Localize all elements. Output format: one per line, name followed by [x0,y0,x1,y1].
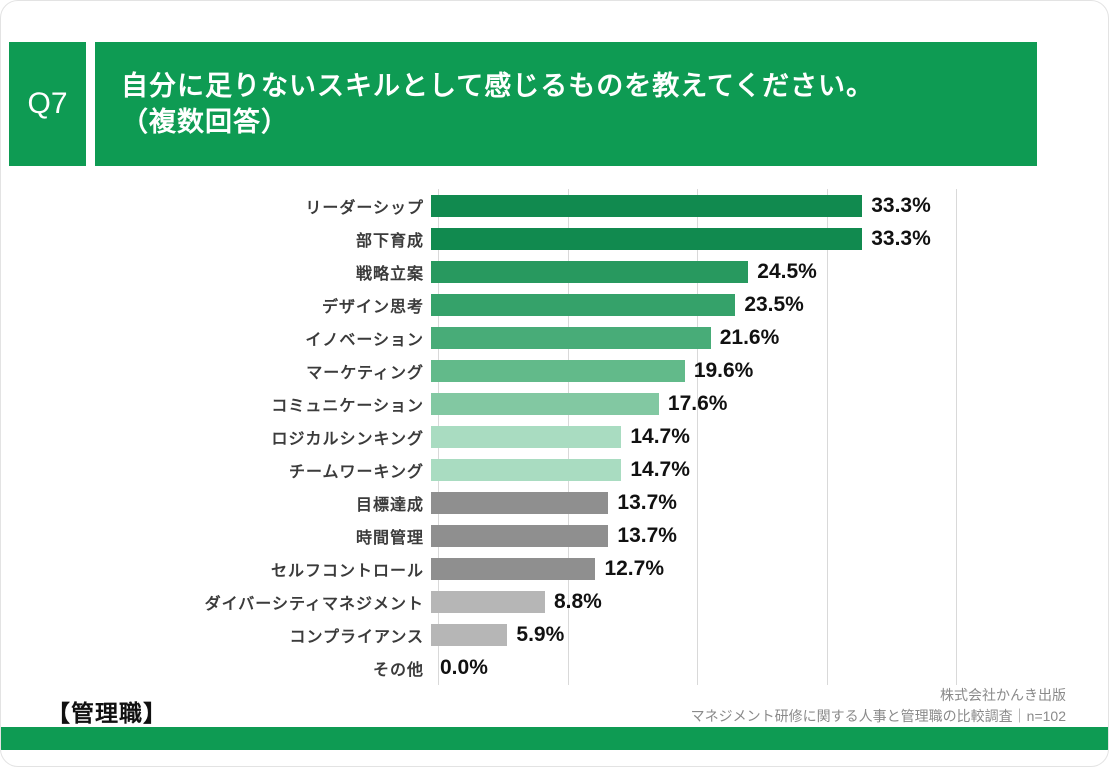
bar [431,590,545,613]
category-label: コンプライアンス [289,628,424,646]
source-survey: マネジメント研修に関する人事と管理職の比較調査｜n=102 [690,708,1066,724]
bar-chart: リーダーシップ 33.3% 部下育成 33.3% 戦略立案 24.5% デザイン思考 23.5… [41,189,1071,685]
bar-track: 5.9% [431,622,949,646]
category-label: 目標達成 [355,496,424,514]
bar [431,392,659,415]
category-label: イノベーション [305,331,424,349]
bar [431,623,508,646]
bar [431,359,685,382]
value-label: 23.5% [744,292,804,316]
value-label: 8.8% [553,589,602,613]
value-label: 17.6% [667,391,728,415]
value-label: 14.7% [630,424,690,448]
bar [431,524,609,547]
chart-row: ロジカルシンキング 14.7% [41,420,1071,453]
category-label: 時間管理 [355,529,424,547]
bar-track: 0.0% [431,655,949,679]
category-label: 部下育成 [355,232,424,250]
category-label: 戦略立案 [355,265,424,283]
bar [431,491,609,514]
chart-row: デザイン思考 23.5% [41,288,1071,321]
question-number-badge: Q7 [9,42,86,166]
bottom-accent-strip [1,727,1108,750]
category-label: マーケティング [306,364,424,382]
category-label: コミュニケーション [271,397,424,415]
chart-rows: リーダーシップ 33.3% 部下育成 33.3% 戦略立案 24.5% デザイン思考 23.5… [41,189,1071,685]
bar [431,227,863,250]
bar [431,194,863,217]
value-label: 13.7% [617,490,677,514]
bar-track: 14.7% [431,457,949,481]
question-number: Q7 [27,87,68,120]
chart-row: 戦略立案 24.5% [41,255,1071,288]
bar-track: 23.5% [431,292,949,316]
chart-row: チームワーキング 14.7% [41,453,1071,486]
chart-row: コンプライアンス 5.9% [41,618,1071,651]
chart-row: マーケティング 19.6% [41,354,1071,387]
bar-track: 24.5% [431,259,949,283]
chart-row: ダイバーシティマネジメント 8.8% [41,585,1071,618]
bar-track: 33.3% [431,193,949,217]
value-label: 13.7% [617,523,677,547]
bar-track: 12.7% [431,556,949,580]
value-label: 0.0% [440,655,488,679]
value-label: 5.9% [516,622,565,646]
chart-row: セルフコントロール 12.7% [41,552,1071,585]
value-label: 19.6% [693,358,754,382]
bar-track: 19.6% [431,358,949,382]
chart-row: リーダーシップ 33.3% [41,189,1071,222]
category-label: リーダーシップ [305,199,424,217]
category-label: チームワーキング [288,463,424,481]
bar-track: 21.6% [431,325,949,349]
gridline-30 [826,189,828,685]
bar-track: 17.6% [431,391,949,415]
question-title-banner: 自分に足りないスキルとして感じるものを教えてください。 （複数回答） [95,42,1037,166]
category-label: セルフコントロール [270,562,424,580]
bar-track: 14.7% [431,424,949,448]
value-label: 33.3% [871,226,931,250]
bar-track: 33.3% [431,226,949,250]
chart-row: イノベーション 21.6% [41,321,1071,354]
category-label: その他 [372,661,424,679]
chart-row: 時間管理 13.7% [41,519,1071,552]
bar [431,326,711,349]
bar-track: 13.7% [431,523,949,547]
category-label: ロジカルシンキング [271,430,424,448]
source-attribution: 株式会社かんき出版 マネジメント研修に関する人事と管理職の比較調査｜n=102 [691,685,1066,727]
category-label: ダイバーシティマネジメント [204,595,424,613]
bar [431,425,622,448]
group-label: 【管理職】 [47,700,167,726]
category-label: デザイン思考 [321,298,424,316]
bar-track: 13.7% [431,490,949,514]
question-title-line2: （複数回答） [121,107,289,137]
bar [431,557,596,580]
value-label: 14.7% [630,457,690,481]
gridline-40 [956,189,957,685]
bar-track: 8.8% [431,589,949,613]
chart-row: 部下育成 33.3% [41,222,1071,255]
bar [431,458,622,481]
source-company: 株式会社かんき出版 [940,687,1066,703]
value-label: 33.3% [871,193,931,217]
bar [431,260,749,283]
value-label: 24.5% [757,259,817,283]
chart-row: その他 0.0% [41,651,1071,684]
value-label: 21.6% [719,325,780,349]
chart-row: コミュニケーション 17.6% [41,387,1071,420]
gridline-20 [697,189,698,685]
value-label: 12.7% [604,556,664,580]
question-title-line1: 自分に足りないスキルとして感じるものを教えてください。 [121,70,875,101]
bar [431,293,736,316]
chart-row: 目標達成 13.7% [41,486,1071,519]
